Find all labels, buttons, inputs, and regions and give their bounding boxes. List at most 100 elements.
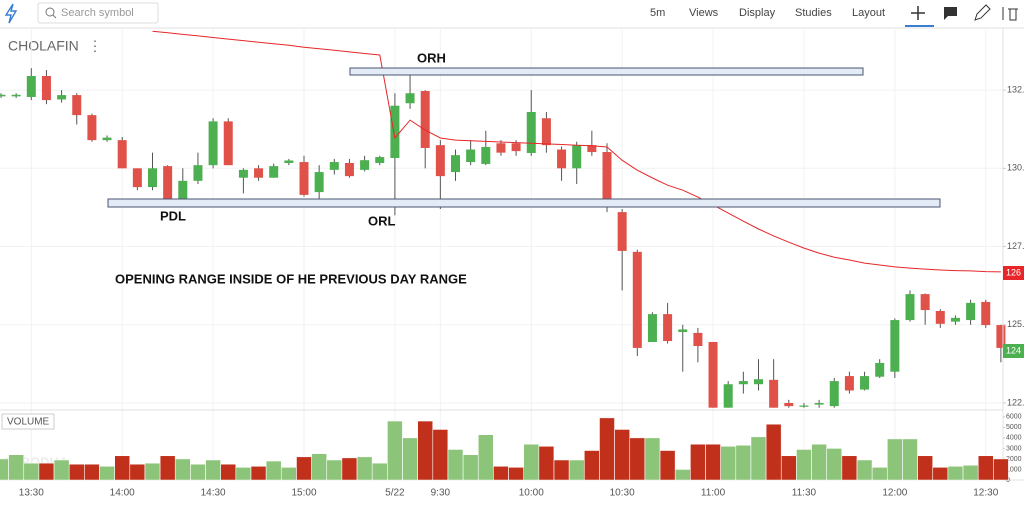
volume-bar [584, 450, 600, 481]
volume-bar [720, 446, 736, 481]
candle-body [557, 149, 567, 169]
layout-menu[interactable]: Layout [852, 7, 885, 19]
search-box[interactable] [37, 2, 159, 24]
volume-bar [205, 459, 221, 481]
x-tick-label: 11:30 [792, 488, 817, 499]
volume-bar [159, 455, 176, 481]
volume-bar [917, 455, 933, 481]
display-menu[interactable]: Display [739, 7, 776, 19]
volume-bar [781, 455, 797, 481]
candle-body [269, 166, 279, 178]
logo-icon[interactable] [4, 3, 18, 24]
volume-bar [932, 467, 949, 481]
volume-tick-label: 6000 [1006, 414, 1022, 421]
volume-bar [993, 458, 1009, 481]
candle-body [647, 314, 657, 342]
volume-bar [432, 429, 449, 481]
volume-bar [871, 467, 888, 481]
draw-tool[interactable] [974, 4, 991, 21]
volume-bar [599, 417, 615, 481]
volume-bar [493, 466, 509, 481]
volume-bar [356, 456, 373, 481]
volume-bar [690, 443, 706, 481]
volume-tick-label: 4000 [1006, 435, 1022, 442]
volume-bar [705, 443, 721, 481]
annotation: PDL [160, 208, 186, 223]
volume-tick-label: 1000 [1006, 466, 1022, 473]
candle-body [526, 111, 536, 153]
volume-bar [947, 466, 964, 481]
delete-tool[interactable] [1002, 7, 1018, 21]
volume-bar [175, 458, 191, 481]
symbol-title: CHOLAFIN [8, 38, 79, 54]
crosshair-tool[interactable] [911, 6, 925, 20]
candle-body [481, 147, 491, 164]
candle-body [57, 95, 67, 100]
candle-body [981, 301, 991, 326]
candle-body [890, 320, 900, 372]
search-placeholder: Search symbol [61, 7, 134, 19]
studies-menu[interactable]: Studies [795, 7, 832, 19]
candle-body [405, 93, 415, 104]
comment-tool[interactable] [944, 7, 957, 20]
candle-body [284, 160, 294, 163]
price-tag [1003, 266, 1024, 280]
volume-bar [235, 467, 252, 481]
volume-bar [129, 463, 146, 481]
volume-bar [735, 445, 752, 481]
candle-body [511, 143, 521, 152]
volume-bar [508, 467, 524, 481]
candle-body [829, 381, 839, 407]
volume-bar [341, 457, 358, 481]
candle-body [799, 405, 809, 407]
x-tick-label: 10:30 [610, 488, 635, 499]
indicator-line [152, 30, 1001, 273]
candle-body [663, 314, 673, 342]
volume-bar [811, 443, 827, 481]
candle-body [905, 294, 915, 321]
volume-tick-label: 5000 [1006, 424, 1022, 431]
candle-body [163, 166, 173, 205]
candle-body [299, 162, 309, 195]
candle-body [223, 121, 233, 166]
candle-body [632, 251, 642, 348]
volume-bar [478, 434, 494, 481]
annotation: ORL [368, 213, 396, 228]
candle-body [451, 155, 460, 173]
candle-body [375, 157, 385, 163]
volume-bar [53, 459, 70, 481]
volume-bar [750, 436, 767, 481]
price-tag-label: 126 [1006, 267, 1021, 277]
interval-menu[interactable]: 5m [650, 7, 665, 19]
pdl-box[interactable] [107, 198, 941, 208]
volume-bar [38, 462, 55, 481]
y-tick-label: 132. [1007, 84, 1024, 94]
candle-body [541, 118, 551, 146]
toolbar [0, 0, 1024, 28]
candle-body [238, 169, 248, 178]
volume-bar [84, 463, 100, 481]
x-tick-label: 14:00 [110, 488, 135, 499]
volume-bar [447, 449, 464, 481]
candle-body [723, 384, 733, 408]
candle-body [254, 168, 264, 178]
volume-bar [765, 423, 782, 481]
candle-body [966, 302, 976, 321]
x-tick-label: 5/22 [385, 488, 405, 499]
candle-body [390, 105, 400, 158]
candle-body [11, 94, 21, 97]
candle-body [844, 376, 854, 391]
volume-bar [99, 466, 115, 481]
volume-bar [220, 463, 236, 481]
volume-label-box [1, 413, 55, 430]
volume-bar [144, 462, 161, 481]
x-tick-label: 9:30 [431, 488, 451, 499]
orh-box[interactable] [349, 67, 864, 76]
symbol-menu[interactable]: ⋮ [88, 38, 102, 54]
candle-body [920, 294, 930, 311]
views-menu[interactable]: Views [689, 7, 719, 19]
candle-body [678, 329, 688, 332]
candle-body [87, 115, 97, 141]
candle-body [344, 162, 354, 177]
